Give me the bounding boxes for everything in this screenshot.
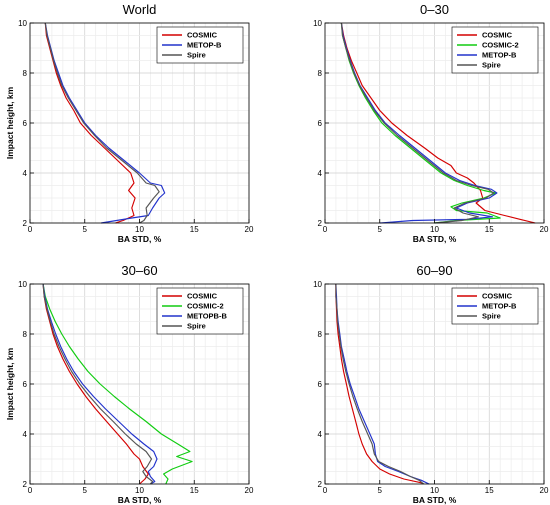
series-line-spire (335, 284, 424, 485)
chart-title: 60–90 (416, 263, 452, 278)
legend-label: COSMIC (187, 292, 218, 301)
y-tick-label: 6 (23, 119, 28, 128)
y-tick-label: 10 (18, 19, 27, 28)
x-tick-label: 0 (28, 225, 33, 234)
y-tick-label: 6 (318, 380, 323, 389)
x-tick-label: 20 (540, 486, 549, 495)
x-tick-label: 0 (323, 225, 328, 234)
legend-label: COSMIC-2 (187, 302, 224, 311)
x-tick-label: 5 (378, 225, 383, 234)
y-tick-label: 10 (313, 280, 322, 289)
series-line-cosmic (335, 284, 424, 485)
y-tick-label: 4 (318, 169, 323, 178)
series-line-spire (340, 22, 495, 224)
x-tick-label: 10 (135, 225, 144, 234)
x-axis-label: BA STD, % (118, 234, 162, 244)
x-tick-label: 15 (485, 486, 494, 495)
series-line-metopb-b (42, 283, 158, 485)
y-tick-label: 2 (23, 480, 28, 489)
legend-label: COSMIC (482, 292, 513, 301)
series-line-spire (44, 22, 160, 224)
y-axis-label: Impact height, km (5, 86, 15, 159)
series-line-cosmic (42, 283, 149, 485)
y-tick-label: 4 (23, 430, 28, 439)
y-tick-label: 8 (23, 69, 28, 78)
y-tick-label: 2 (23, 219, 28, 228)
series-line-cosmic (340, 22, 536, 224)
x-tick-label: 5 (378, 486, 383, 495)
y-tick-label: 4 (318, 430, 323, 439)
y-tick-label: 8 (23, 330, 28, 339)
legend-label: METOP-B (482, 51, 517, 60)
y-tick-label: 6 (318, 119, 323, 128)
x-tick-label: 10 (430, 225, 439, 234)
x-tick-label: 5 (83, 486, 88, 495)
y-axis-label: Impact height, km (5, 347, 15, 420)
legend-label: METOP-B (482, 302, 517, 311)
y-tick-label: 10 (313, 19, 322, 28)
x-tick-label: 20 (245, 486, 254, 495)
legend-label: COSMIC (482, 31, 513, 40)
legend-label: METOPB-B (187, 312, 227, 321)
x-tick-label: 15 (190, 486, 199, 495)
legend-label: Spire (187, 51, 206, 60)
y-tick-label: 6 (23, 380, 28, 389)
x-tick-label: 5 (83, 225, 88, 234)
y-tick-label: 2 (318, 219, 323, 228)
legend-label: Spire (482, 312, 501, 321)
y-tick-label: 8 (318, 330, 323, 339)
legend-label: METOP-B (187, 41, 222, 50)
chart-title: 30–60 (121, 263, 157, 278)
x-tick-label: 20 (540, 225, 549, 234)
x-tick-label: 0 (323, 486, 328, 495)
x-axis-label: BA STD, % (413, 234, 457, 244)
legend-label: COSMIC (187, 31, 218, 40)
y-tick-label: 10 (18, 280, 27, 289)
series-line-metop-b (44, 22, 166, 224)
y-tick-label: 2 (318, 480, 323, 489)
y-tick-label: 8 (318, 69, 323, 78)
x-axis-label: BA STD, % (413, 495, 457, 505)
legend-label: Spire (187, 322, 206, 331)
legend-label: Spire (482, 61, 501, 70)
x-tick-label: 15 (190, 225, 199, 234)
x-tick-label: 20 (245, 225, 254, 234)
chart-title: World (123, 2, 157, 17)
x-tick-label: 10 (135, 486, 144, 495)
legend-label: COSMIC-2 (482, 41, 519, 50)
x-tick-label: 15 (485, 225, 494, 234)
y-tick-label: 4 (23, 169, 28, 178)
series-line-cosmic-2 (42, 283, 193, 485)
series-line-spire (42, 283, 154, 485)
x-axis-label: BA STD, % (118, 495, 162, 505)
x-tick-label: 10 (430, 486, 439, 495)
chart-title: 0–30 (420, 2, 449, 17)
x-tick-label: 0 (28, 486, 33, 495)
